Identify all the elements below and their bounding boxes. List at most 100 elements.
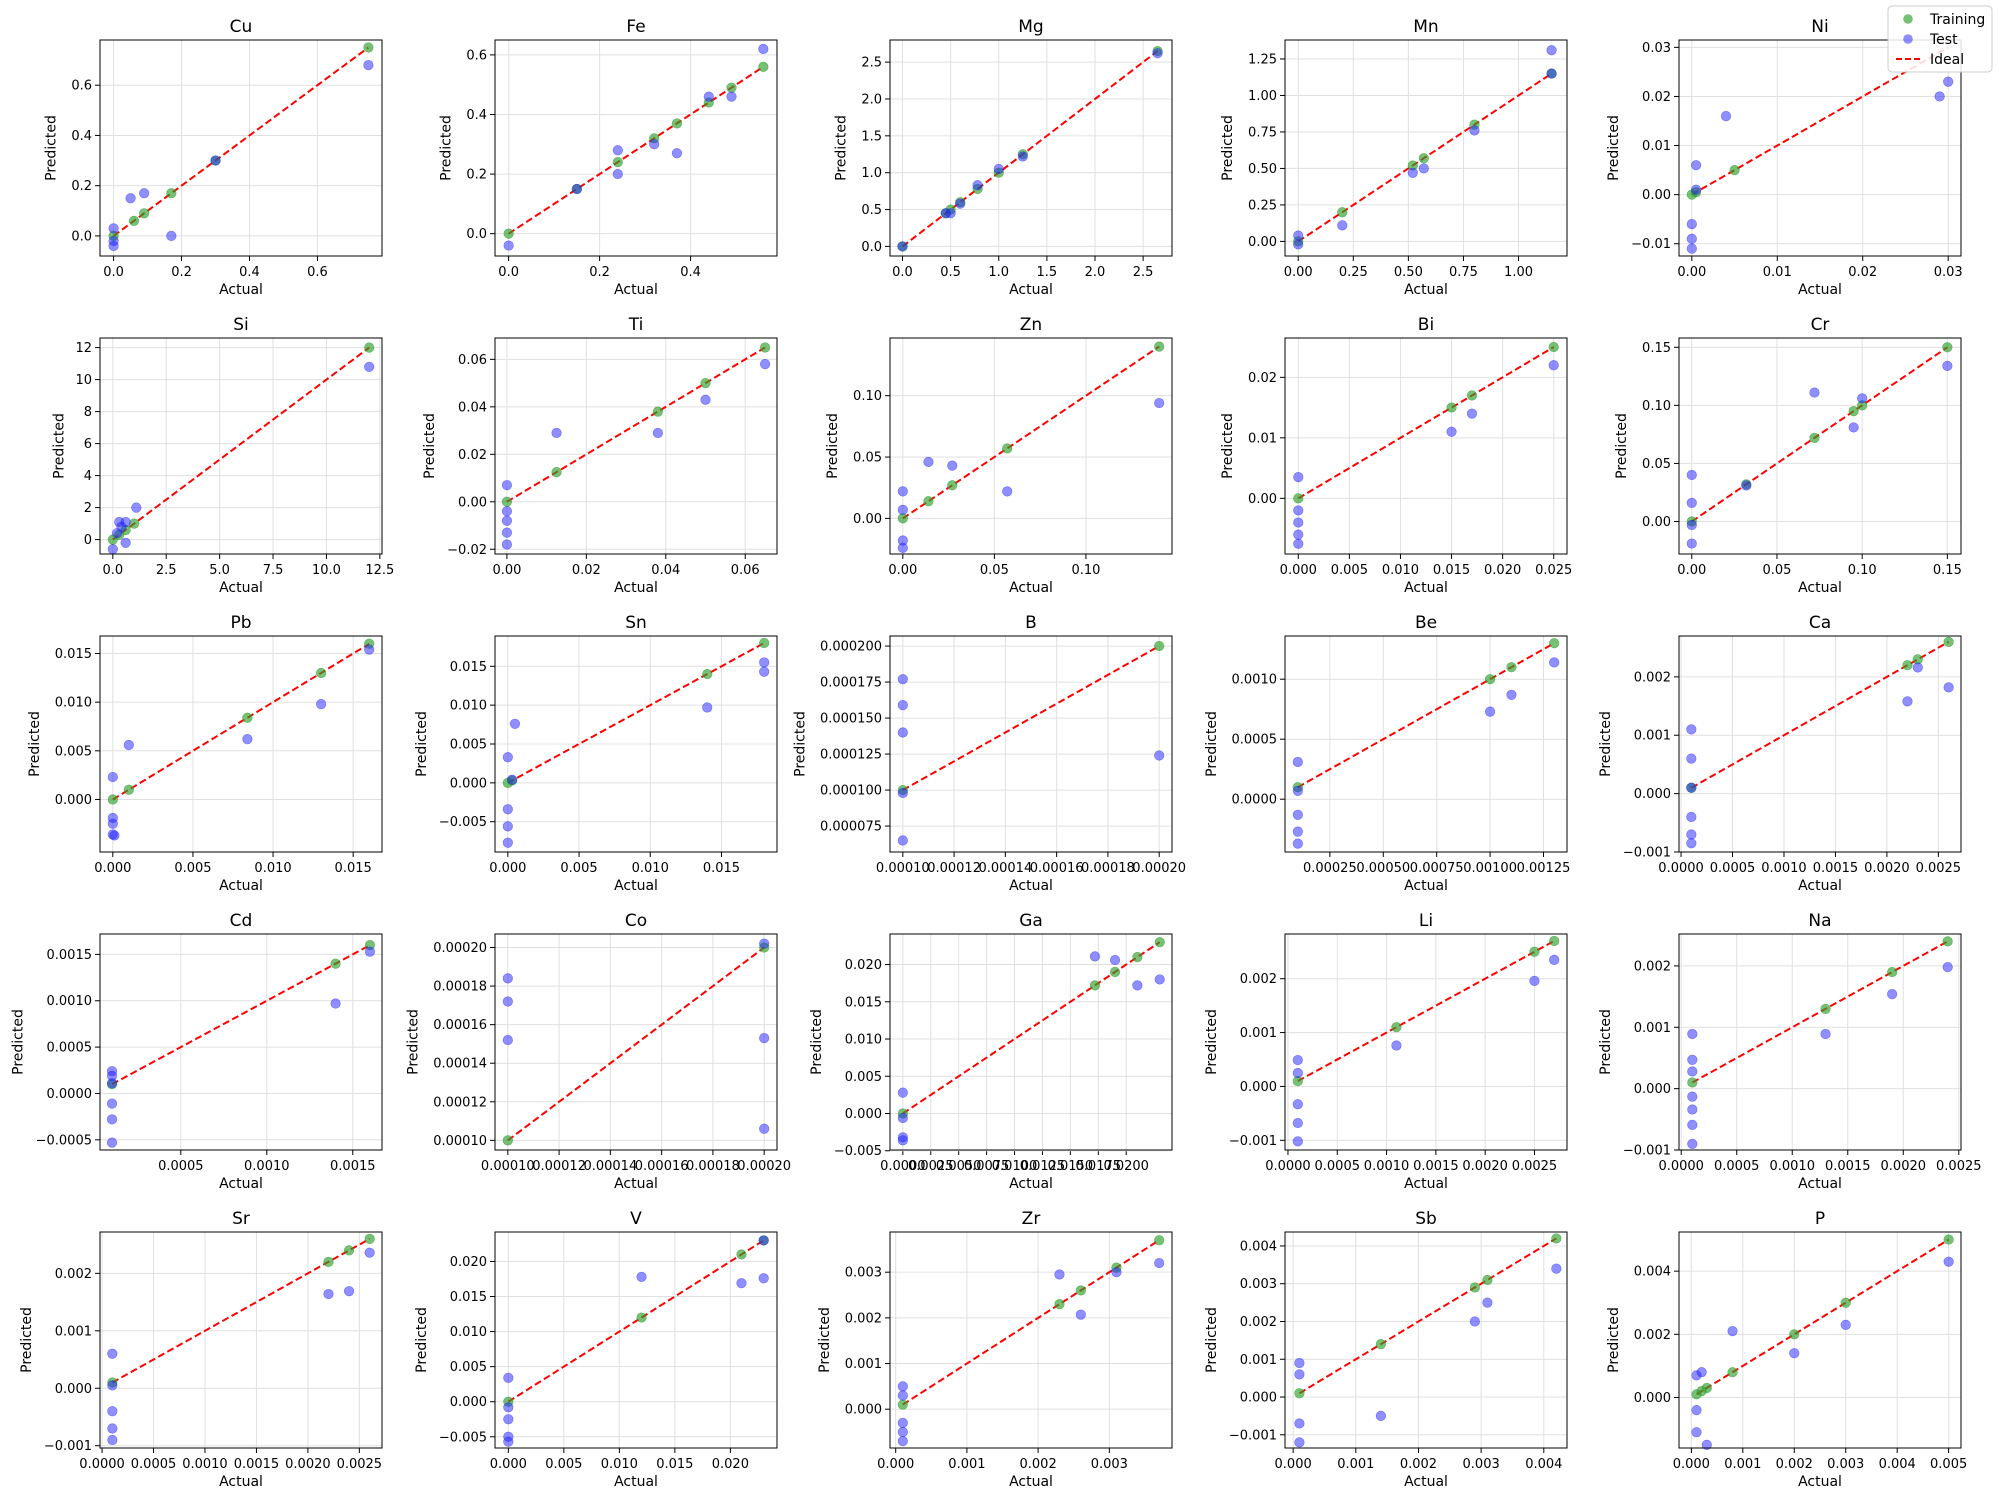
test-point [1111, 1267, 1122, 1278]
test-point [1686, 243, 1697, 254]
test-point [923, 456, 934, 468]
subplot-b: 0.000100.000120.000140.000160.000180.000… [792, 613, 1186, 894]
test-point [1546, 68, 1557, 79]
test-point [107, 818, 118, 829]
test-point [501, 527, 513, 538]
test-point [1506, 689, 1517, 700]
test-point [612, 145, 623, 156]
x-tick-label: 0.003 [1827, 1457, 1864, 1472]
subplot-cu: 0.0 0.2 0.4 0.6 0.0 0.2 0.4 0.6 Cu Actual Predicte… [43, 17, 383, 298]
y-tick-label: 0.002 [55, 1267, 92, 1282]
axes-frame [1678, 635, 1962, 853]
test-point [649, 139, 660, 150]
subplot-cd: 0.0005 0.0010 0.0015 −0.0005 0.0000 0.0005 0.0… [11, 911, 383, 1192]
y-tick-label: 0.002 [1240, 972, 1277, 987]
test-point [1934, 91, 1945, 102]
training-point [1943, 636, 1954, 647]
x-tick-label: 0.0010 [182, 1457, 228, 1472]
x-tick-label: 0.0050 [936, 1159, 982, 1174]
y-tick-label: 0.5 [861, 203, 882, 218]
test-point [107, 1406, 118, 1417]
y-axis-label: Predicted [825, 413, 841, 479]
axes-frame [1284, 337, 1568, 555]
test-point [1551, 1263, 1562, 1274]
y-axis-label: Predicted [833, 115, 849, 181]
x-tick-label: 0.0000 [880, 1159, 926, 1174]
x-axis-label: Actual [1798, 282, 1842, 298]
y-tick-label: 4 [84, 469, 92, 484]
training-point [316, 667, 327, 679]
x-axis-label: Actual [1798, 878, 1842, 894]
subplot-co: 0.000100.000120.000140.000160.000180.000… [406, 911, 791, 1192]
x-tick-label: 0.00 [1284, 265, 1313, 280]
x-tick-label: 0.005 [174, 861, 211, 876]
test-point [1549, 657, 1560, 668]
y-tick-label: 0.000100 [820, 784, 882, 799]
test-point [1687, 1138, 1698, 1149]
training-point [1549, 935, 1560, 947]
y-tick-label: 0.001 [1240, 1026, 1277, 1041]
y-tick-label: 0.000 [1634, 1391, 1671, 1406]
y-axis-label: Predicted [1204, 1009, 1220, 1075]
test-point [652, 427, 663, 439]
training-point [1687, 1077, 1698, 1088]
x-tick-label: 0.003 [1463, 1457, 1500, 1472]
y-tick-label: 0.002 [1634, 1328, 1671, 1343]
x-tick-label: 0.4 [239, 265, 260, 280]
subplot-title: Mg [1018, 17, 1043, 37]
y-tick-label: 0.00016 [433, 1018, 487, 1033]
test-point [1548, 360, 1559, 371]
subplot-title: Li [1419, 911, 1433, 931]
subplot-title: Ca [1809, 613, 1831, 633]
test-point [364, 361, 375, 372]
test-point [1292, 756, 1303, 768]
x-axis-label: Actual [1009, 1474, 1053, 1490]
x-tick-label: 0.0000 [79, 1457, 125, 1472]
test-point [759, 1033, 770, 1044]
test-point [503, 1414, 514, 1425]
training-point [1054, 1299, 1065, 1310]
test-point [1154, 1257, 1165, 1269]
y-tick-label: 0.001 [1634, 729, 1671, 744]
x-tick-label: 1.5 [1037, 265, 1058, 280]
subplot-title: Sr [232, 1209, 250, 1229]
training-point [1902, 660, 1913, 671]
training-point [1549, 638, 1560, 649]
test-point [1469, 1316, 1480, 1327]
test-point [316, 699, 327, 710]
axes-frame [99, 635, 383, 853]
x-tick-label: 0.0015 [234, 1457, 280, 1472]
x-axis-label: Actual [1404, 878, 1448, 894]
test-point [1292, 1054, 1303, 1066]
training-point [1154, 341, 1165, 352]
test-point [1912, 662, 1923, 673]
subplot-be: 0.00025 0.00050 0.00075 0.00100 0.00125 0.000… [1204, 613, 1571, 894]
x-tick-label: 0.0010 [1761, 861, 1807, 876]
test-point [502, 837, 513, 848]
test-point [1942, 360, 1953, 371]
x-axis-label: Actual [614, 878, 658, 894]
y-tick-label: 0.015 [55, 647, 92, 662]
x-tick-label: 0.0005 [131, 1457, 177, 1472]
test-point [571, 183, 582, 195]
axes-frame [1678, 933, 1962, 1151]
test-point [1687, 1028, 1698, 1040]
y-tick-label: −0.005 [439, 1430, 487, 1445]
y-tick-label: 0.10 [853, 389, 882, 404]
ideal-line [112, 46, 370, 237]
x-tick-label: 0.025 [1535, 563, 1572, 578]
y-tick-label: 0.05 [1642, 457, 1671, 472]
subplot-title: Be [1415, 613, 1437, 633]
y-tick-label: 0.000175 [820, 676, 882, 691]
y-axis-label: Predicted [414, 1307, 430, 1373]
training-point [107, 794, 118, 805]
test-point [945, 208, 956, 219]
subplot-mg: 0.0 0.5 1.0 1.5 2.0 2.5 0.0 0.5 1.0 1.5 2.0 2.5 Mg Ac… [833, 17, 1173, 298]
training-point [1375, 1339, 1386, 1350]
legend-marker-test [1903, 34, 1913, 44]
x-tick-label: 0.004 [1525, 1457, 1562, 1472]
training-point [166, 188, 177, 199]
y-tick-label: 0.000 [845, 1107, 882, 1122]
y-tick-label: 0.4 [71, 129, 92, 144]
